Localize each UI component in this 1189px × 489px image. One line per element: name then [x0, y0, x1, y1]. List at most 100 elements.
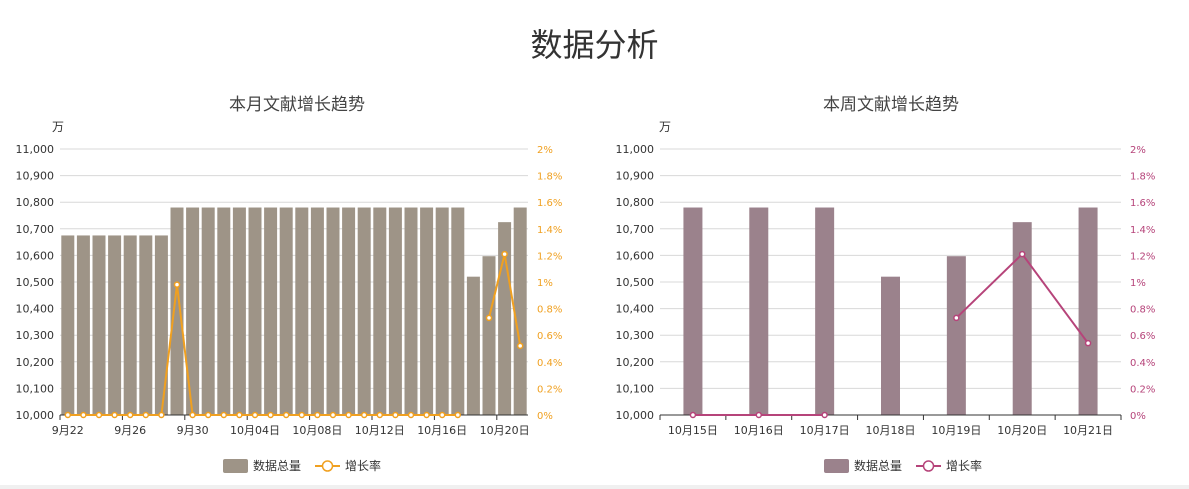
line-point[interactable]	[236, 411, 243, 419]
line-point[interactable]	[298, 411, 306, 419]
bar[interactable]	[404, 207, 418, 415]
bar[interactable]	[248, 207, 262, 415]
line-point[interactable]	[755, 411, 763, 419]
bar[interactable]	[749, 207, 769, 415]
line-point[interactable]	[220, 411, 228, 419]
y-tick-label: 10,000	[616, 409, 655, 422]
line-point[interactable]	[821, 411, 828, 419]
line-point[interactable]	[80, 411, 87, 419]
line-point[interactable]	[689, 411, 697, 419]
line-point[interactable]	[423, 411, 430, 419]
bar[interactable]	[201, 207, 215, 415]
bar[interactable]	[357, 207, 371, 415]
y-tick-label: 10,600	[616, 249, 655, 262]
bar[interactable]	[482, 256, 496, 415]
line-point[interactable]	[95, 411, 103, 419]
line-point[interactable]	[314, 411, 321, 419]
x-tick-label: 9月30	[177, 424, 209, 437]
bar[interactable]	[139, 235, 153, 415]
bar[interactable]	[76, 235, 90, 415]
legend-swatch-bar[interactable]	[223, 459, 248, 473]
line-point[interactable]	[189, 411, 196, 419]
line-point[interactable]	[392, 411, 399, 419]
bar[interactable]	[1012, 222, 1032, 415]
line-point[interactable]	[485, 314, 493, 322]
bar[interactable]	[217, 207, 231, 415]
x-tick-label: 10月16日	[417, 424, 467, 437]
bar[interactable]	[279, 207, 293, 415]
y-axis-unit: 万	[52, 120, 64, 134]
bar[interactable]	[435, 207, 449, 415]
bar[interactable]	[326, 207, 340, 415]
line-point[interactable]	[376, 411, 384, 419]
bar[interactable]	[170, 207, 184, 415]
line-point[interactable]	[111, 411, 118, 419]
y2-tick-label: 1.8%	[537, 172, 562, 183]
bar[interactable]	[420, 207, 434, 415]
line-point[interactable]	[64, 411, 72, 419]
line-point[interactable]	[454, 411, 462, 419]
bar[interactable]	[466, 276, 480, 415]
bar[interactable]	[815, 207, 835, 415]
bar[interactable]	[342, 207, 356, 415]
bar[interactable]	[388, 207, 402, 415]
line-point[interactable]	[360, 411, 368, 419]
bar[interactable]	[92, 235, 106, 415]
bar[interactable]	[295, 207, 309, 415]
line-point[interactable]	[501, 250, 508, 258]
y-tick-label: 10,500	[16, 276, 55, 289]
line-point[interactable]	[1018, 250, 1026, 258]
bar[interactable]	[946, 256, 966, 415]
legend-swatch-point	[922, 460, 935, 472]
bar[interactable]	[683, 207, 703, 415]
line-point[interactable]	[158, 411, 165, 419]
line-point[interactable]	[438, 411, 446, 419]
line-point[interactable]	[251, 411, 259, 419]
legend-label[interactable]: 数据总量	[253, 458, 301, 473]
x-tick-label: 10月15日	[668, 424, 718, 437]
y2-tick-label: 1.4%	[537, 225, 562, 236]
line-point[interactable]	[953, 314, 960, 322]
bar[interactable]	[108, 235, 122, 415]
bar[interactable]	[154, 235, 168, 415]
bar[interactable]	[61, 235, 75, 415]
legend-label[interactable]: 增长率	[946, 458, 982, 473]
legend-label[interactable]: 数据总量	[854, 458, 902, 473]
bar[interactable]	[451, 207, 465, 415]
bar[interactable]	[373, 207, 387, 415]
bar[interactable]	[881, 276, 900, 415]
line-point[interactable]	[173, 281, 181, 288]
y-tick-label: 10,100	[16, 382, 55, 395]
bar[interactable]	[232, 207, 246, 415]
line-point[interactable]	[1084, 339, 1092, 347]
y2-tick-label: 1%	[537, 278, 553, 289]
x-tick-label: 10月18日	[866, 424, 916, 437]
line-point[interactable]	[204, 411, 212, 419]
line-point[interactable]	[142, 411, 150, 419]
bar[interactable]	[310, 207, 324, 415]
bar[interactable]	[1078, 207, 1098, 415]
y-tick-label: 10,900	[16, 170, 55, 183]
legend-label[interactable]: 增长率	[345, 458, 381, 473]
legend: 数据总量 增长率	[824, 458, 982, 473]
y2-tick-label: 0.4%	[537, 358, 562, 369]
line-point[interactable]	[516, 342, 524, 350]
line-point[interactable]	[345, 411, 352, 419]
bar[interactable]	[123, 235, 137, 415]
y2-tick-label: 1.6%	[1130, 198, 1155, 209]
line-point[interactable]	[282, 411, 290, 419]
line-point[interactable]	[126, 411, 134, 419]
bar[interactable]	[513, 207, 527, 415]
line-point[interactable]	[407, 411, 415, 419]
bar[interactable]	[264, 207, 278, 415]
line-point[interactable]	[267, 411, 274, 419]
y2-tick-label: 1.8%	[1130, 172, 1155, 183]
line-point[interactable]	[329, 411, 337, 419]
y-tick-label: 10,800	[16, 196, 55, 209]
y2-tick-label: 0.2%	[1130, 384, 1155, 395]
bar[interactable]	[186, 207, 200, 415]
x-tick-label: 10月20日	[480, 424, 530, 437]
legend-swatch-bar[interactable]	[824, 459, 849, 473]
